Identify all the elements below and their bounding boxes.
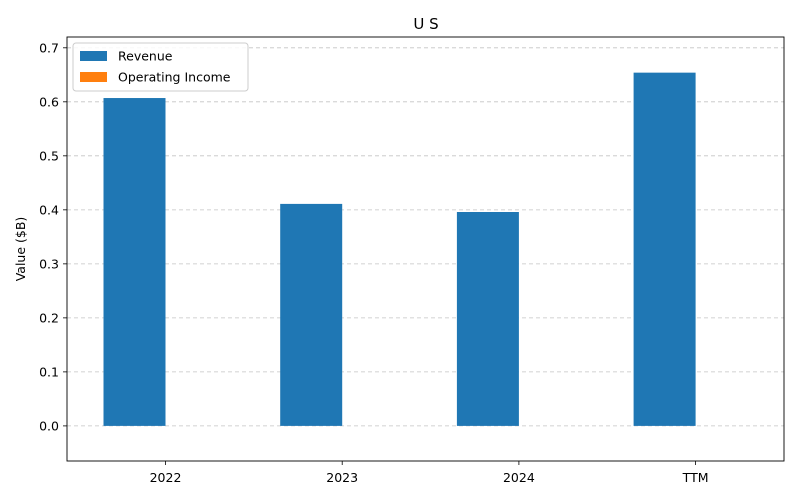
y-axis: 0.0 0.1 0.2 0.3 0.4 0.5 0.6 0.7 <box>39 40 67 433</box>
y-tick-label: 0.5 <box>39 148 59 163</box>
bars <box>103 72 696 426</box>
y-tick-label: 0.0 <box>39 418 59 433</box>
x-axis: 2022 2023 2024 TTM <box>150 461 709 485</box>
y-tick-label: 0.3 <box>39 256 59 271</box>
x-tick-label: 2024 <box>503 470 535 485</box>
bar-revenue <box>103 98 166 426</box>
y-axis-title: Value ($B) <box>13 217 28 282</box>
legend-frame <box>72 42 249 92</box>
axes-frame <box>66 36 785 462</box>
x-tick-label: TTM <box>682 470 709 485</box>
legend-swatch-operating-income <box>80 72 107 82</box>
y-tick-label: 0.4 <box>39 202 59 217</box>
x-tick-label: 2023 <box>326 470 358 485</box>
y-tick-label: 0.6 <box>39 94 59 109</box>
bar-revenue <box>633 72 696 426</box>
x-tick-label: 2022 <box>150 470 182 485</box>
y-tick-label: 0.7 <box>39 40 59 55</box>
legend-label-revenue: Revenue <box>118 49 173 64</box>
grid-lines <box>67 47 784 427</box>
y-tick-label: 0.2 <box>39 310 59 325</box>
y-tick-label: 0.1 <box>39 364 59 379</box>
legend: Revenue Operating Income <box>72 42 249 92</box>
legend-label-operating-income: Operating Income <box>118 70 231 85</box>
legend-swatch-revenue <box>80 51 107 61</box>
bar-revenue <box>456 212 519 426</box>
chart-title: U S <box>413 15 438 33</box>
bar-revenue <box>280 203 343 426</box>
